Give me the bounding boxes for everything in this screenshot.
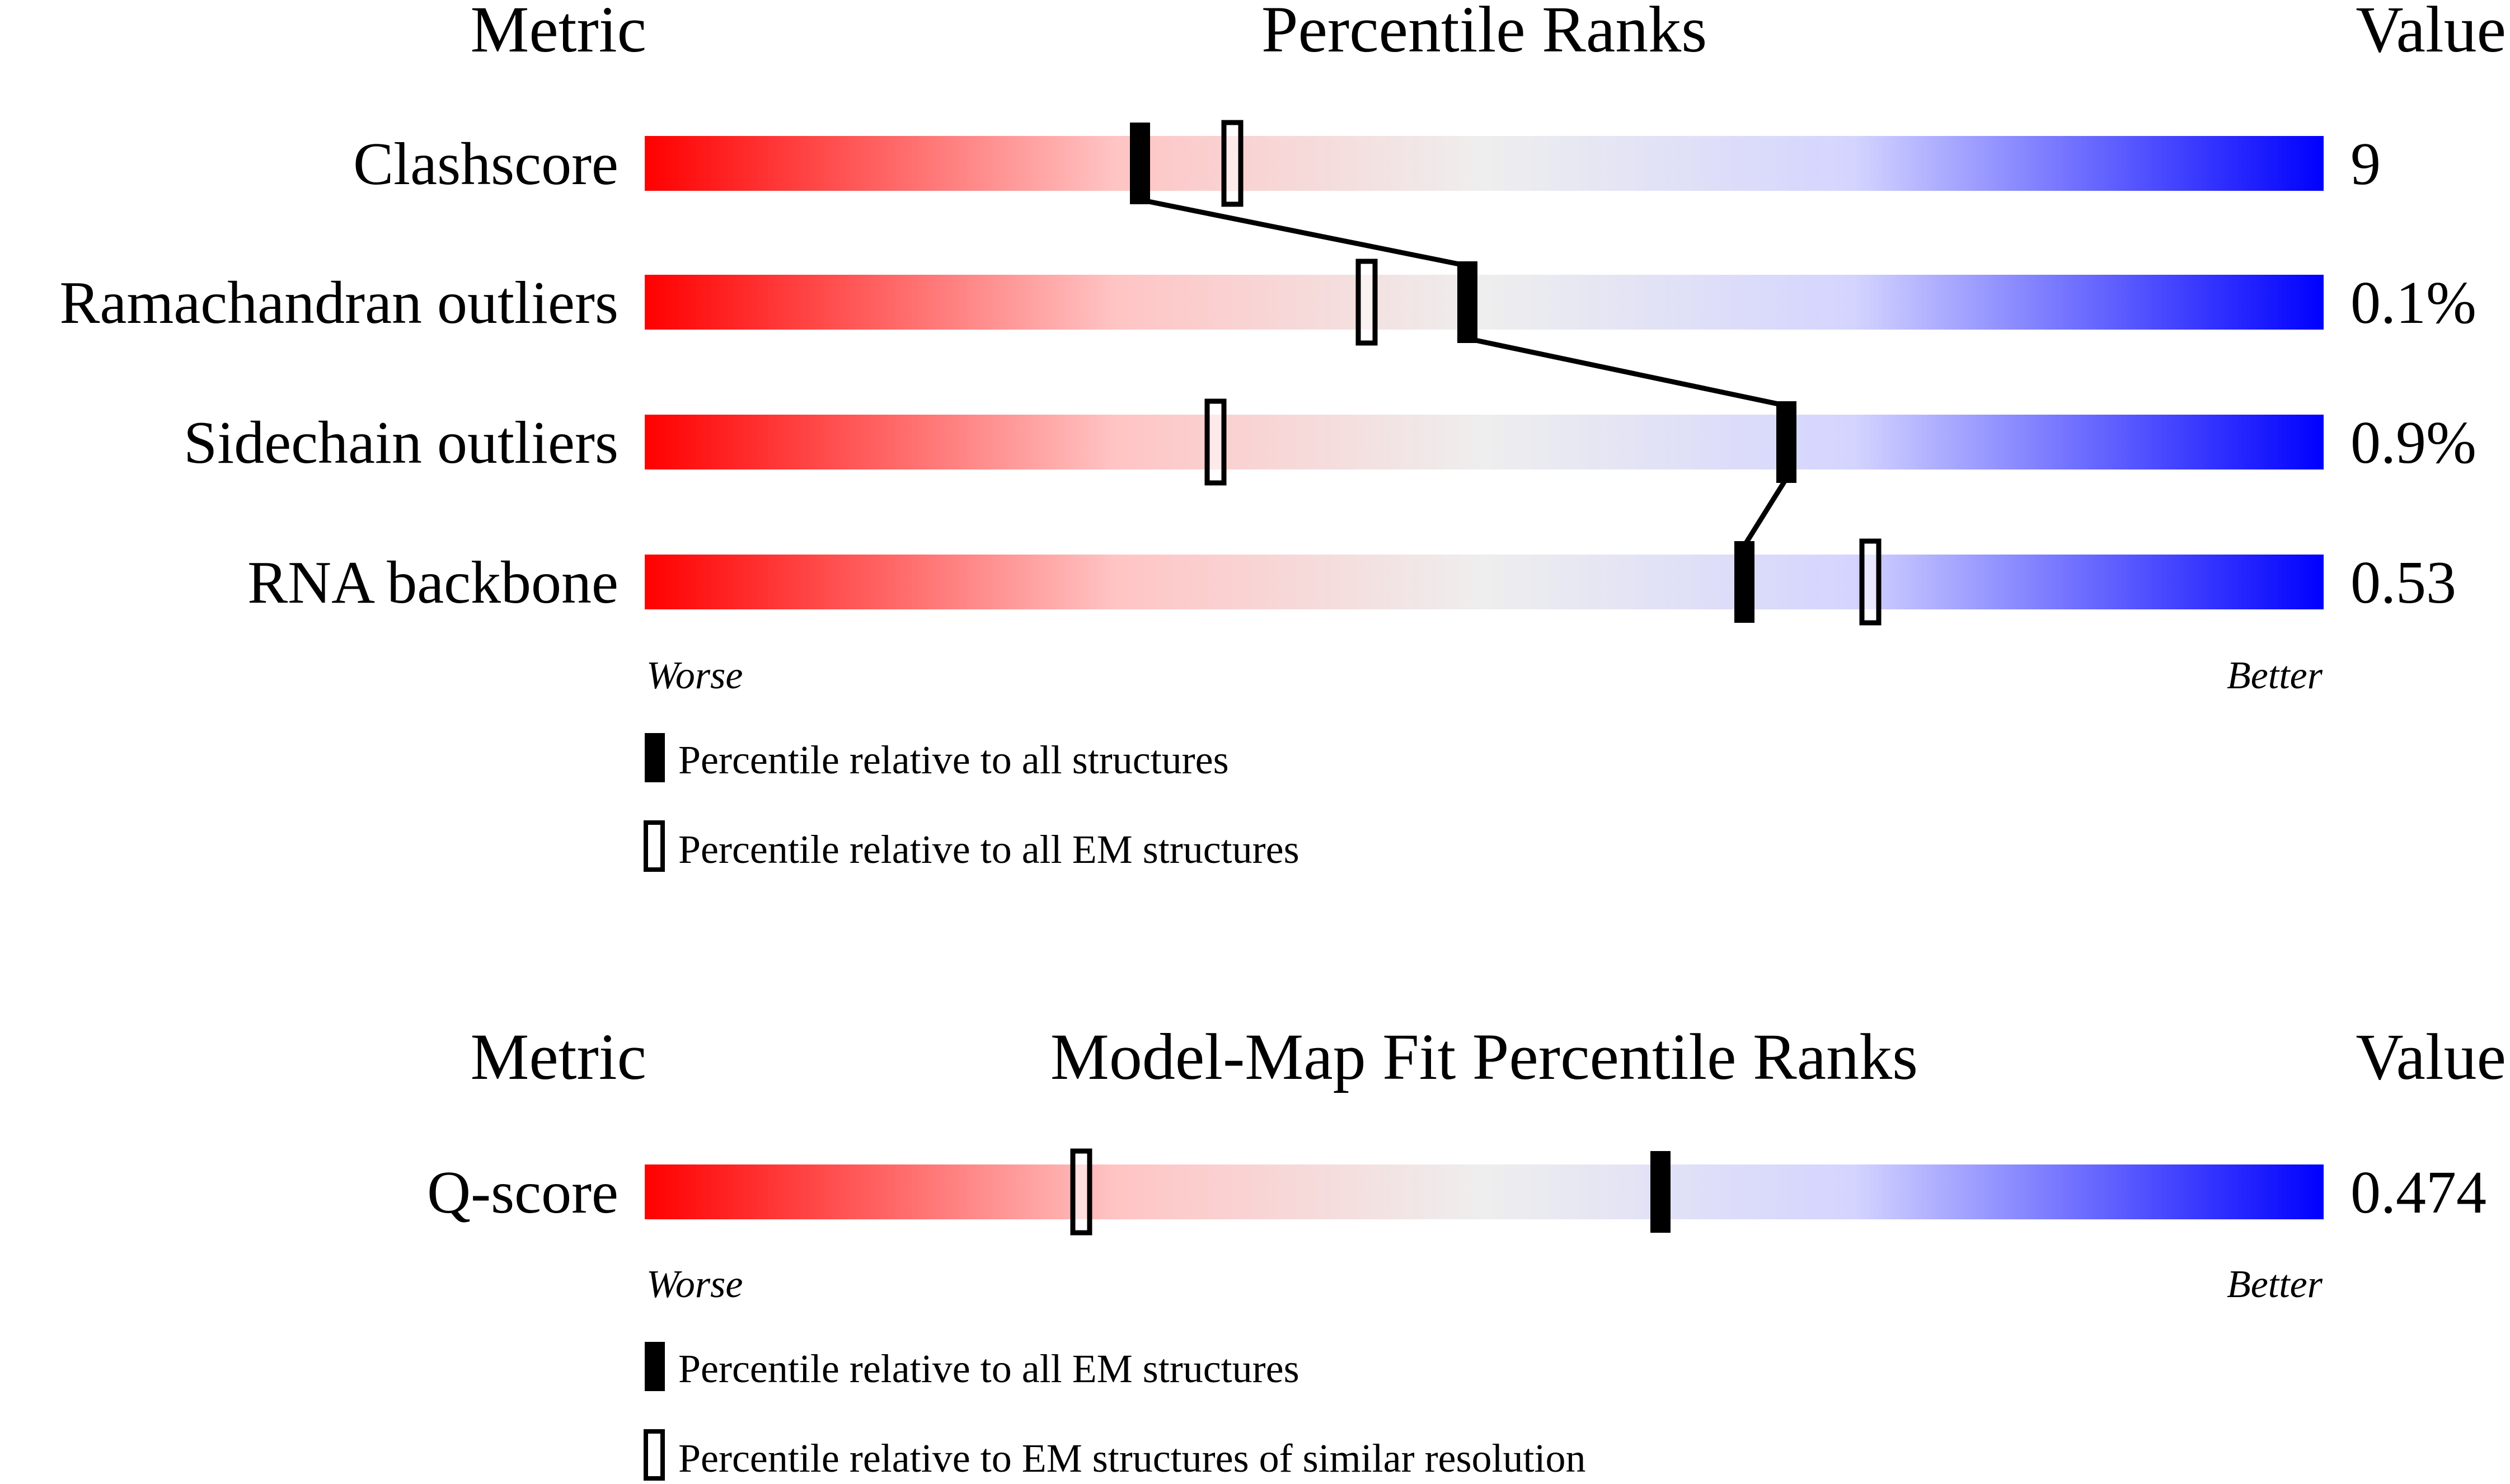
chart1-metric-label: Sidechain outliers — [184, 410, 618, 476]
chart1-filled-percentile-marker — [1130, 123, 1150, 204]
chart2-legend-filled-text: Percentile relative to all EM structures — [678, 1346, 1299, 1391]
chart2-title: Model-Map Fit Percentile Ranks — [1050, 1020, 1918, 1093]
chart2-legend-open-swatch — [644, 1429, 665, 1481]
chart2-legend-open-text: Percentile relative to EM structures of … — [678, 1436, 1586, 1481]
chart1-percentile-bar — [645, 555, 2324, 609]
chart1-filled-percentile-marker — [1457, 261, 1477, 343]
chart1-legend-open-swatch — [644, 820, 665, 872]
chart1-metric-value: 0.9% — [2351, 410, 2476, 476]
chart2-percentile-bar — [645, 1164, 2324, 1219]
chart2-better-label: Better — [2227, 1263, 2323, 1306]
chart1-connector-line — [1467, 336, 1787, 408]
chart1-metric-header: Metric — [470, 0, 646, 66]
chart2-open-percentile-marker — [1070, 1148, 1092, 1236]
chart1-better-label: Better — [2227, 654, 2323, 697]
chart1-filled-percentile-marker — [1734, 541, 1754, 623]
chart1-connector-line — [1742, 477, 1789, 547]
chart1-open-percentile-marker — [1221, 120, 1244, 207]
chart1-percentile-bar — [645, 136, 2324, 191]
chart1-legend-open-text: Percentile relative to all EM structures — [678, 827, 1299, 872]
chart1-metric-label: RNA backbone — [247, 550, 618, 616]
chart1-metric-value: 0.1% — [2351, 270, 2476, 336]
chart1-percentile-bar — [645, 415, 2324, 469]
chart1-filled-percentile-marker — [1776, 401, 1796, 483]
chart2-value-header: Value — [2356, 1020, 2506, 1093]
chart1-open-percentile-marker — [1859, 538, 1882, 626]
chart1-connector-line — [1139, 197, 1468, 269]
chart2-filled-percentile-marker — [1650, 1151, 1671, 1233]
chart1-legend-filled-text: Percentile relative to all structures — [678, 738, 1229, 782]
chart2-metric-header: Metric — [470, 1020, 646, 1093]
chart1-worse-label: Worse — [646, 654, 743, 697]
chart1-open-percentile-marker — [1204, 398, 1227, 486]
chart1-metric-value: 9 — [2351, 131, 2381, 198]
chart1-open-percentile-marker — [1355, 259, 1378, 346]
chart1-legend-filled-swatch — [645, 733, 665, 782]
chart2-metric-value: 0.474 — [2351, 1159, 2486, 1226]
chart1-percentile-bar — [645, 275, 2324, 330]
chart1-value-header: Value — [2356, 0, 2506, 66]
chart1-metric-value: 0.53 — [2351, 550, 2456, 616]
chart2-worse-label: Worse — [646, 1263, 743, 1306]
chart2-legend-filled-swatch — [645, 1342, 665, 1391]
chart1-title: Percentile Ranks — [1261, 0, 1707, 66]
chart1-metric-label: Clashscore — [353, 131, 618, 198]
chart1-metric-label: Ramachandran outliers — [59, 270, 618, 336]
chart2-metric-label: Q-score — [427, 1159, 618, 1226]
